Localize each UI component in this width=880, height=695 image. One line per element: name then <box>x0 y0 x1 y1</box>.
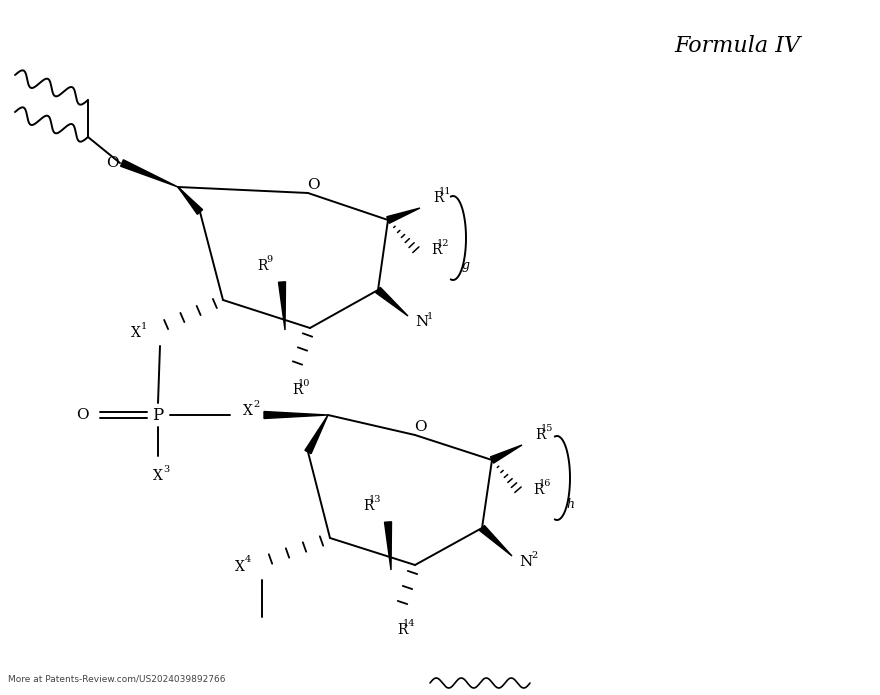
Text: More at Patents-Review.com/US2024039892766: More at Patents-Review.com/US20240398927… <box>8 674 225 683</box>
Polygon shape <box>178 187 202 214</box>
Text: R: R <box>292 383 302 397</box>
Text: P: P <box>152 407 164 423</box>
Polygon shape <box>387 208 420 223</box>
Text: O: O <box>307 178 319 192</box>
Text: R: R <box>431 243 441 257</box>
Text: N: N <box>519 555 532 569</box>
Text: Formula IV: Formula IV <box>674 35 800 57</box>
Text: R: R <box>433 191 444 205</box>
Text: 15: 15 <box>541 423 554 432</box>
Polygon shape <box>376 287 408 316</box>
Text: 13: 13 <box>369 495 381 503</box>
Polygon shape <box>264 411 328 418</box>
Text: R: R <box>397 623 407 637</box>
Text: R: R <box>363 499 373 513</box>
Text: 4: 4 <box>245 555 251 564</box>
Text: 11: 11 <box>439 186 451 195</box>
Text: 2: 2 <box>253 400 259 409</box>
Polygon shape <box>305 415 328 454</box>
Text: X: X <box>243 404 253 418</box>
Text: R: R <box>532 483 543 497</box>
Text: O: O <box>414 420 426 434</box>
Text: g: g <box>462 259 470 272</box>
Polygon shape <box>480 525 512 556</box>
Text: 9: 9 <box>266 254 272 263</box>
Text: h: h <box>566 498 574 512</box>
Text: 14: 14 <box>403 619 415 628</box>
Text: 3: 3 <box>163 464 169 473</box>
Text: 2: 2 <box>531 552 537 560</box>
Text: X: X <box>235 560 245 574</box>
Text: 1: 1 <box>141 322 147 331</box>
Text: 16: 16 <box>539 478 551 487</box>
Polygon shape <box>490 445 522 463</box>
Text: 12: 12 <box>436 238 450 247</box>
Text: X: X <box>131 326 141 340</box>
Polygon shape <box>385 522 392 570</box>
Text: R: R <box>257 259 268 273</box>
Text: R: R <box>535 428 546 442</box>
Text: X: X <box>153 469 163 483</box>
Text: N: N <box>415 315 429 329</box>
Polygon shape <box>278 281 285 330</box>
Text: O: O <box>76 408 88 422</box>
Text: 10: 10 <box>297 379 310 388</box>
Text: 1: 1 <box>427 311 433 320</box>
Polygon shape <box>121 160 178 187</box>
Text: O: O <box>106 156 118 170</box>
